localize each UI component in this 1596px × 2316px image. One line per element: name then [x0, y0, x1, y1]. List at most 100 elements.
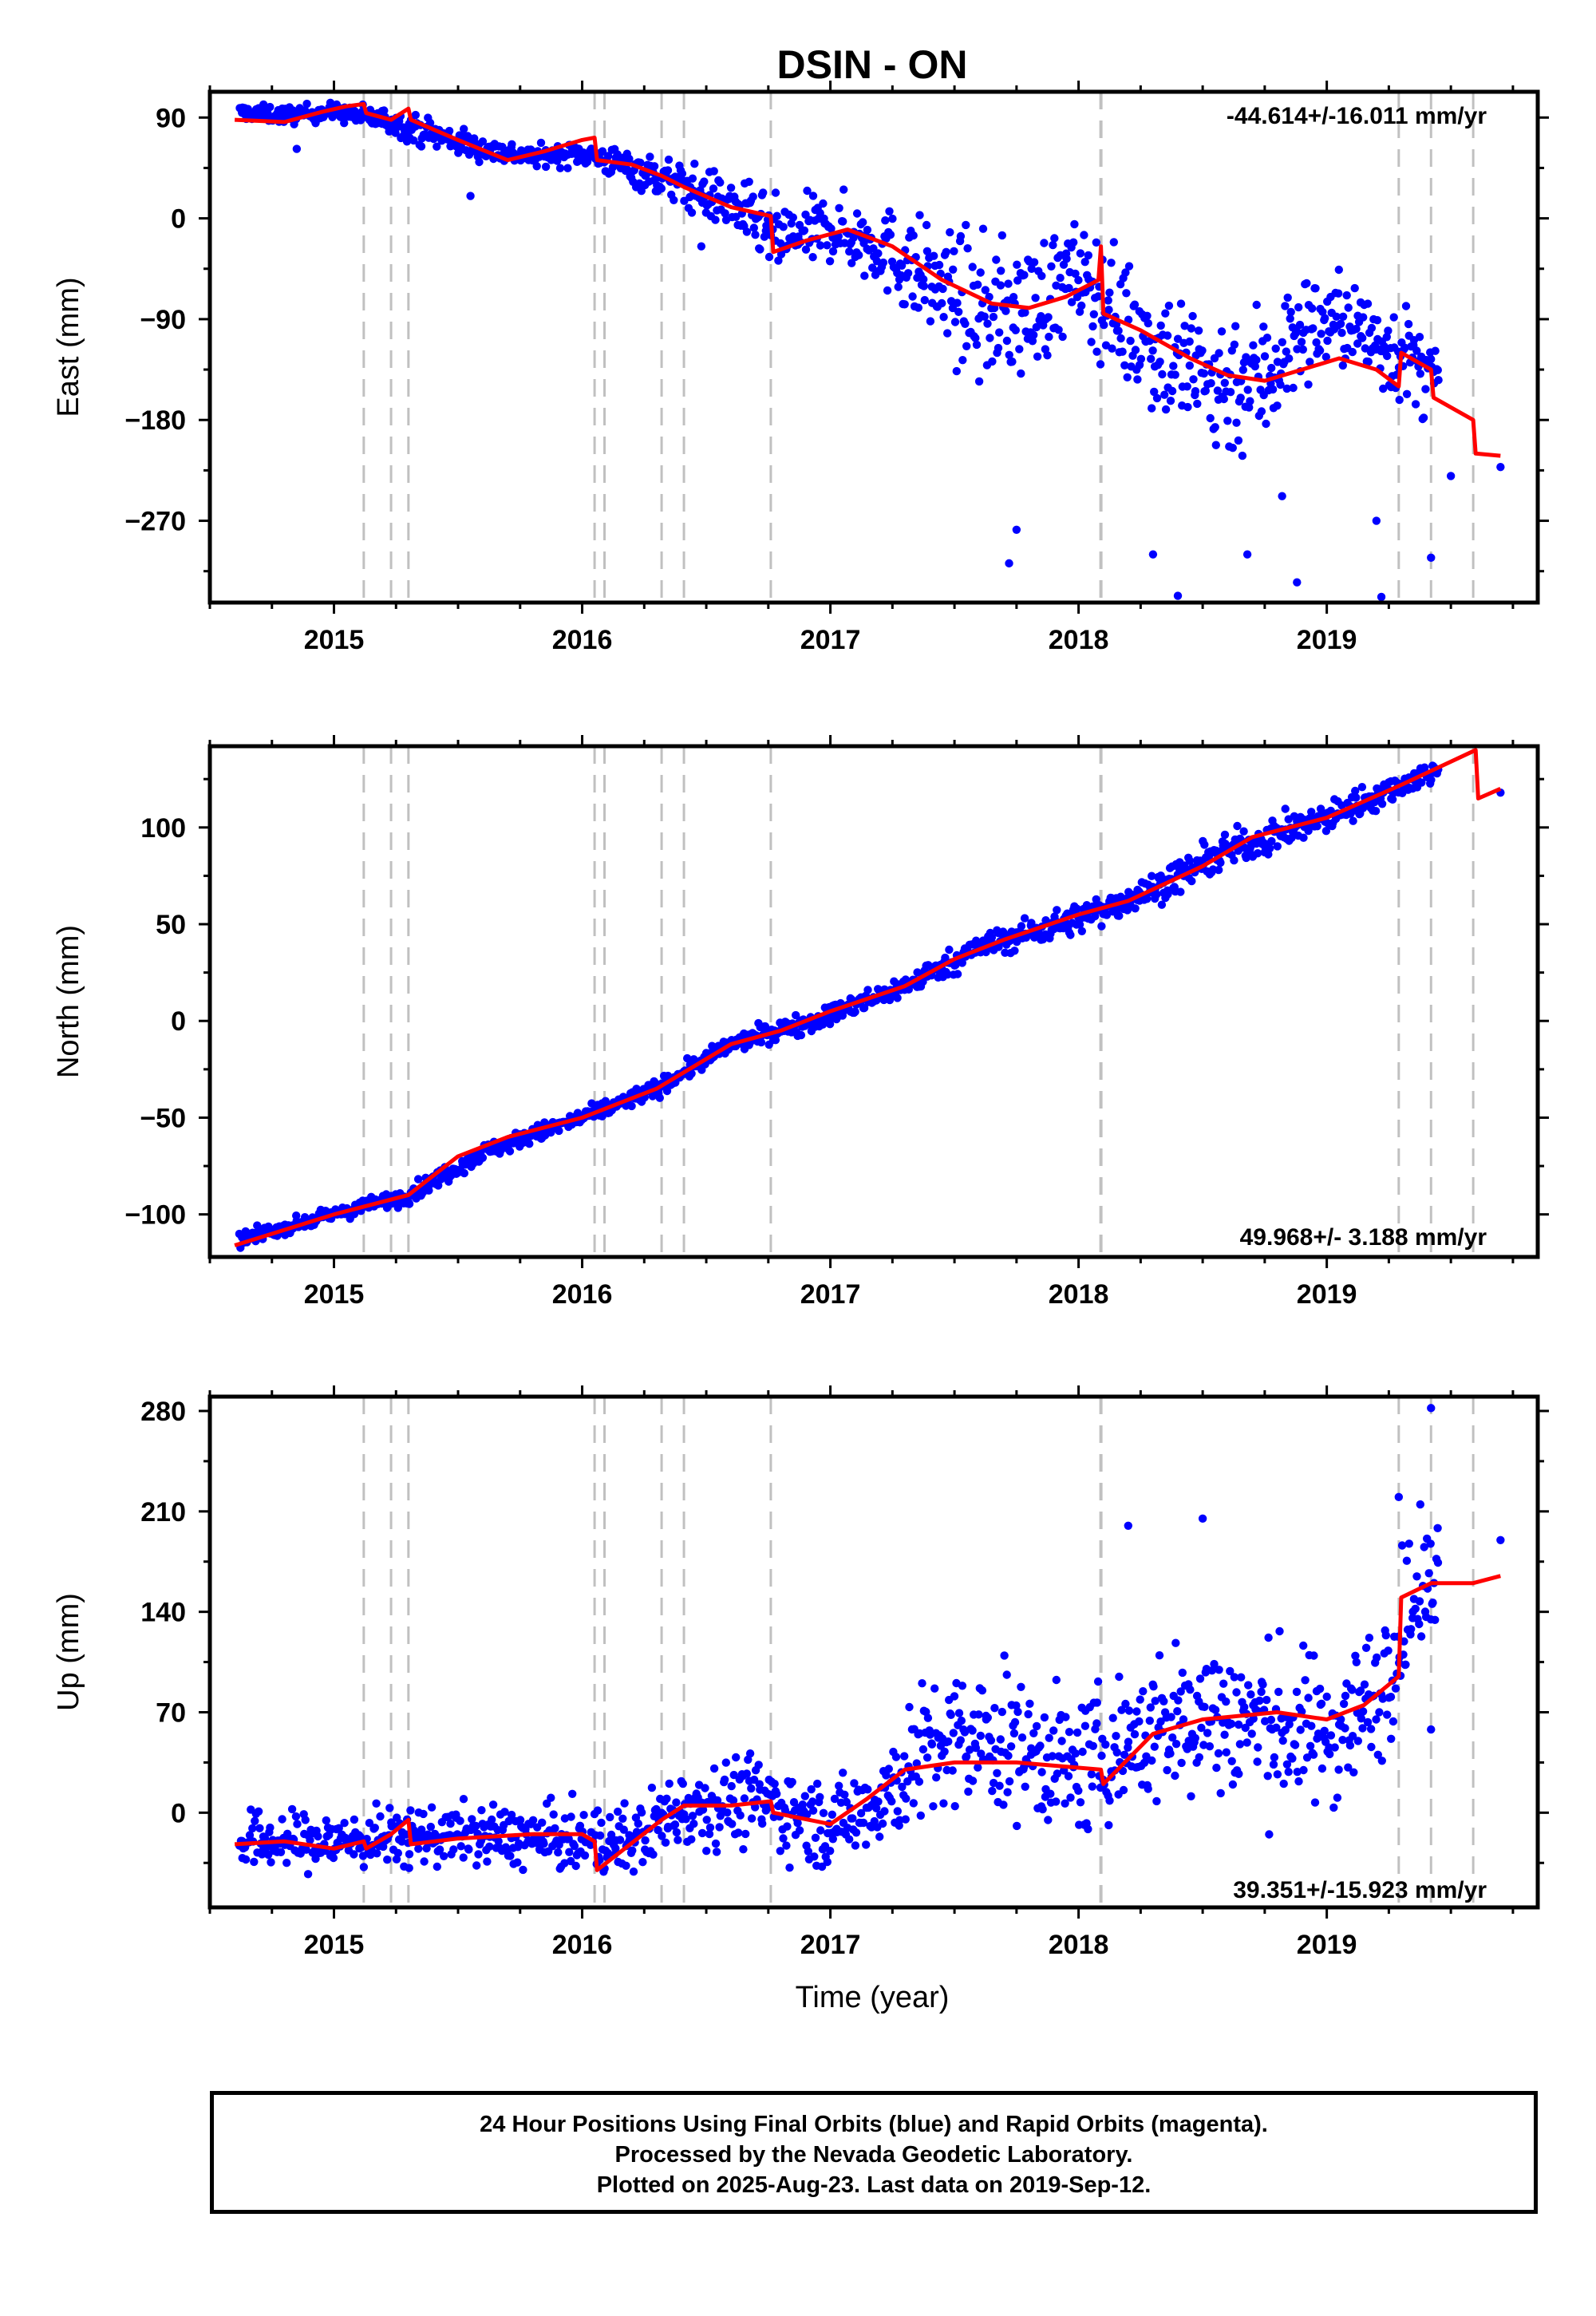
- data-point: [1345, 1741, 1355, 1750]
- y-tick-label: −50: [140, 1103, 186, 1133]
- data-point: [266, 1823, 275, 1832]
- data-point: [1356, 1686, 1365, 1695]
- data-point: [405, 1863, 413, 1872]
- data-point: [713, 1796, 722, 1805]
- model-fit-line: [234, 101, 1501, 458]
- data-point: [1131, 346, 1140, 354]
- data-point: [1415, 1619, 1424, 1629]
- data-point: [1087, 1770, 1096, 1779]
- data-point: [1037, 1768, 1046, 1777]
- data-point: [1163, 890, 1172, 899]
- data-point: [1073, 1728, 1082, 1737]
- data-point: [860, 271, 869, 280]
- data-point: [1179, 1715, 1188, 1724]
- data-point: [373, 1849, 381, 1858]
- y-tick-label: 50: [156, 910, 186, 940]
- data-point-outlier: [1394, 1492, 1404, 1502]
- data-point: [687, 1835, 696, 1844]
- data-point: [392, 1855, 401, 1863]
- data-point: [700, 177, 709, 186]
- data-point: [759, 188, 768, 197]
- data-point: [1241, 1723, 1250, 1733]
- data-point: [474, 1850, 483, 1859]
- data-point: [1139, 1687, 1148, 1696]
- data-point: [880, 1807, 889, 1816]
- data-point: [992, 255, 1001, 264]
- y-tick-label: 100: [140, 813, 186, 844]
- data-point: [1377, 1757, 1387, 1765]
- data-point: [887, 1797, 896, 1806]
- data-point: [1077, 927, 1087, 936]
- data-point: [551, 1824, 559, 1833]
- data-point: [538, 1818, 547, 1827]
- data-point: [1012, 1701, 1021, 1710]
- data-point: [968, 263, 977, 271]
- data-point: [1024, 1709, 1033, 1719]
- data-point: [1171, 370, 1179, 379]
- data-point: [807, 1784, 816, 1794]
- data-point: [1176, 1687, 1185, 1696]
- data-point: [1029, 258, 1039, 267]
- data-point: [1239, 827, 1248, 836]
- data-point: [1416, 1500, 1425, 1509]
- data-point: [1186, 1686, 1195, 1694]
- data-point: [1304, 1694, 1313, 1702]
- data-point: [1036, 1741, 1045, 1750]
- y-axis-label: Up (mm): [52, 1593, 85, 1711]
- data-point: [1097, 1751, 1106, 1761]
- data-point: [1348, 1732, 1357, 1741]
- data-point: [1097, 922, 1106, 931]
- data-point: [803, 1810, 812, 1819]
- data-point: [881, 216, 890, 225]
- data-point: [912, 1759, 922, 1768]
- data-point: [1232, 418, 1241, 427]
- data-point: [771, 1036, 780, 1045]
- data-point: [1282, 1760, 1292, 1769]
- data-point: [905, 1702, 914, 1712]
- data-point: [302, 1845, 310, 1854]
- data-point: [688, 1812, 697, 1820]
- data-point: [1310, 1651, 1318, 1660]
- data-point: [800, 226, 809, 235]
- data-point: [468, 1815, 476, 1824]
- data-point-outlier: [1496, 1535, 1505, 1544]
- data-point: [1100, 321, 1108, 330]
- data-point: [728, 1820, 737, 1828]
- x-tick-label: 2019: [1297, 1279, 1357, 1310]
- data-point: [1289, 383, 1298, 393]
- data-point: [1037, 271, 1046, 280]
- data-point: [1416, 1632, 1426, 1641]
- data-point: [816, 1826, 825, 1835]
- x-tick-label: 2016: [552, 1930, 613, 1960]
- data-point: [930, 251, 938, 260]
- data-point: [903, 269, 913, 278]
- data-point: [1220, 830, 1230, 840]
- data-point: [1230, 856, 1238, 865]
- data-point: [1317, 330, 1325, 338]
- data-point: [1169, 362, 1178, 370]
- data-point: [850, 1779, 859, 1788]
- data-point: [359, 1863, 369, 1871]
- data-point: [494, 1837, 503, 1846]
- data-point: [1092, 1698, 1102, 1707]
- data-point: [901, 1815, 911, 1824]
- data-point: [1226, 388, 1235, 397]
- data-point: [1071, 269, 1080, 279]
- data-point: [1104, 296, 1112, 305]
- data-point: [891, 1753, 901, 1761]
- data-point: [1320, 1726, 1329, 1735]
- data-point: [1236, 393, 1245, 402]
- data-point: [1388, 795, 1397, 804]
- y-tick-label: 0: [171, 1006, 186, 1037]
- data-point: [1136, 354, 1146, 363]
- data-point: [754, 1761, 763, 1769]
- data-point: [1318, 307, 1327, 316]
- data-point: [1207, 379, 1215, 388]
- data-point: [709, 184, 718, 193]
- data-point: [1411, 1604, 1420, 1614]
- data-point: [810, 1852, 819, 1861]
- data-point: [974, 1763, 982, 1772]
- data-point: [1084, 251, 1093, 260]
- data-point: [1321, 827, 1331, 836]
- rate-label: 39.351+/-15.923 mm/yr: [1233, 1877, 1487, 1903]
